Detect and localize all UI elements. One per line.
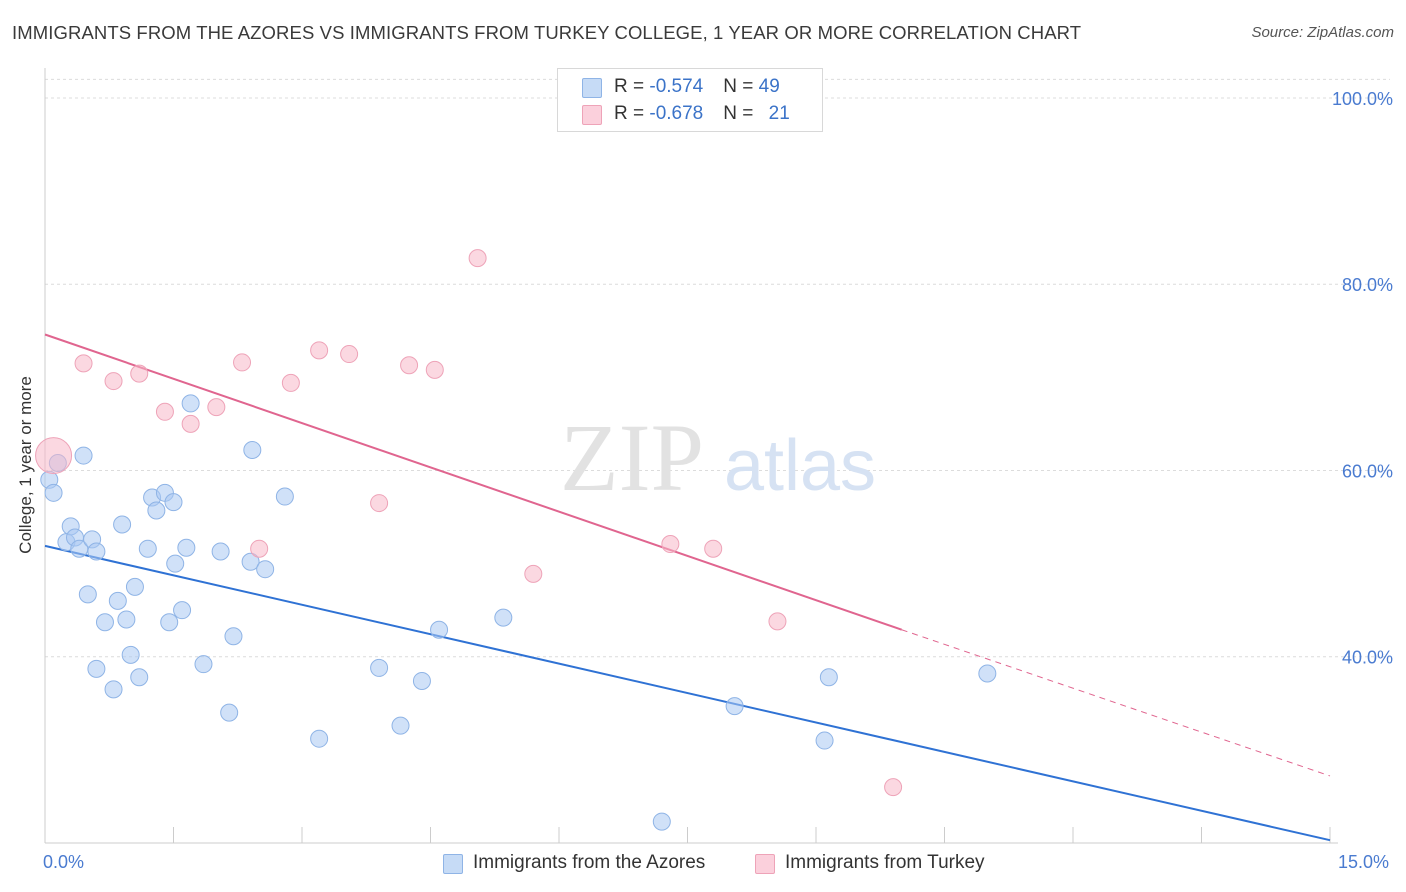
data-point-series-0: [275, 487, 294, 506]
bottom-legend-label-turkey: Immigrants from Turkey: [785, 852, 985, 873]
watermark-zip: ZIP: [560, 404, 704, 511]
y-tick-label: 40.0%: [1342, 648, 1393, 668]
y-tick-label: 60.0%: [1342, 461, 1393, 481]
data-point-series-0: [243, 440, 262, 459]
data-point-series-1: [130, 364, 149, 383]
data-point-series-1: [74, 354, 93, 373]
data-point-series-0: [138, 539, 157, 558]
data-points: [35, 249, 997, 831]
n-value-turkey: 21: [768, 103, 790, 124]
data-point-series-0: [44, 483, 63, 502]
data-point-series-0: [391, 716, 410, 735]
data-point-series-0: [160, 613, 179, 632]
data-point-series-1: [704, 539, 723, 558]
data-point-series-0: [725, 697, 744, 716]
y-axis-label: College, 1 year or more: [16, 376, 35, 554]
n-value-azores: 49: [758, 76, 780, 97]
chart-source: Source: ZipAtlas.com: [1251, 24, 1394, 41]
watermark-atlas: atlas: [724, 426, 876, 506]
data-point-series-0: [166, 554, 185, 573]
data-point-series-0: [74, 446, 93, 465]
y-tick-label: 100.0%: [1332, 89, 1393, 109]
correlation-legend: R = -0.574 N = 49 R = -0.678 N = 21: [557, 68, 823, 132]
data-point-series-1: [884, 778, 903, 797]
data-point-series-1: [35, 437, 73, 475]
data-point-series-0: [370, 658, 389, 677]
data-point-series-0: [430, 620, 449, 639]
data-point-series-0: [108, 591, 127, 610]
data-point-series-1: [768, 612, 787, 631]
data-point-series-0: [70, 539, 89, 558]
data-point-series-0: [310, 729, 329, 748]
chart-title: IMMIGRANTS FROM THE AZORES VS IMMIGRANTS…: [12, 22, 1082, 43]
trend-line-series-1: [44, 333, 902, 631]
data-point-series-0: [194, 655, 213, 674]
trend-line-series-0: [44, 544, 1331, 842]
data-point-series-1: [400, 356, 419, 375]
data-point-series-1: [233, 353, 252, 372]
y-tick-label: 80.0%: [1342, 275, 1393, 295]
data-point-series-1: [207, 398, 226, 417]
data-point-series-0: [241, 552, 260, 571]
data-point-series-0: [256, 560, 275, 579]
r-value-azores: -0.574: [649, 76, 704, 97]
data-point-series-1: [468, 249, 487, 268]
data-point-series-0: [173, 601, 192, 620]
data-point-series-1: [104, 372, 123, 391]
data-point-series-0: [211, 542, 230, 561]
data-point-series-1: [181, 414, 200, 433]
data-point-series-0: [164, 493, 183, 512]
data-point-series-0: [117, 610, 136, 629]
data-point-series-0: [978, 664, 997, 683]
trend-line-extension-series-1: [901, 629, 1331, 777]
x-tick-label-max: 15.0%: [1338, 852, 1390, 872]
r-value-turkey: -0.678: [649, 103, 704, 124]
data-point-series-1: [310, 341, 329, 360]
data-point-series-1: [524, 564, 543, 583]
data-point-series-0: [125, 577, 144, 596]
data-point-series-0: [87, 659, 106, 678]
data-point-series-0: [130, 668, 149, 687]
data-point-series-1: [370, 494, 389, 513]
data-point-series-1: [340, 345, 359, 364]
data-point-series-1: [250, 539, 269, 558]
legend-swatch-azores: [582, 78, 602, 98]
data-point-series-0: [121, 645, 140, 664]
data-point-series-0: [220, 703, 239, 722]
data-point-series-0: [104, 680, 123, 699]
y-tick-labels: 100.0% 80.0% 60.0% 40.0%: [1332, 89, 1393, 668]
data-point-series-0: [147, 501, 166, 520]
data-point-series-0: [87, 542, 106, 561]
data-point-series-0: [412, 671, 431, 690]
data-point-series-1: [281, 373, 300, 392]
data-point-series-0: [224, 627, 243, 646]
bottom-legend-swatch-azores: [443, 854, 463, 874]
trend-lines: [44, 333, 1331, 842]
data-point-series-0: [652, 812, 671, 831]
watermark: ZIP atlas: [560, 404, 876, 511]
data-point-series-1: [425, 360, 444, 379]
bottom-legend-label-azores: Immigrants from the Azores: [473, 852, 706, 873]
data-point-series-0: [177, 538, 196, 557]
data-point-series-1: [661, 535, 680, 554]
x-tick-label-min: 0.0%: [43, 852, 85, 872]
data-point-series-0: [113, 515, 132, 534]
data-point-series-1: [155, 402, 174, 421]
data-point-series-0: [181, 394, 200, 413]
data-point-series-0: [815, 731, 834, 750]
data-point-series-0: [95, 613, 114, 632]
data-point-series-0: [494, 608, 513, 627]
data-point-series-0: [78, 585, 97, 604]
data-point-series-0: [819, 668, 838, 687]
bottom-legend-swatch-turkey: [755, 854, 775, 874]
legend-swatch-turkey: [582, 105, 602, 125]
